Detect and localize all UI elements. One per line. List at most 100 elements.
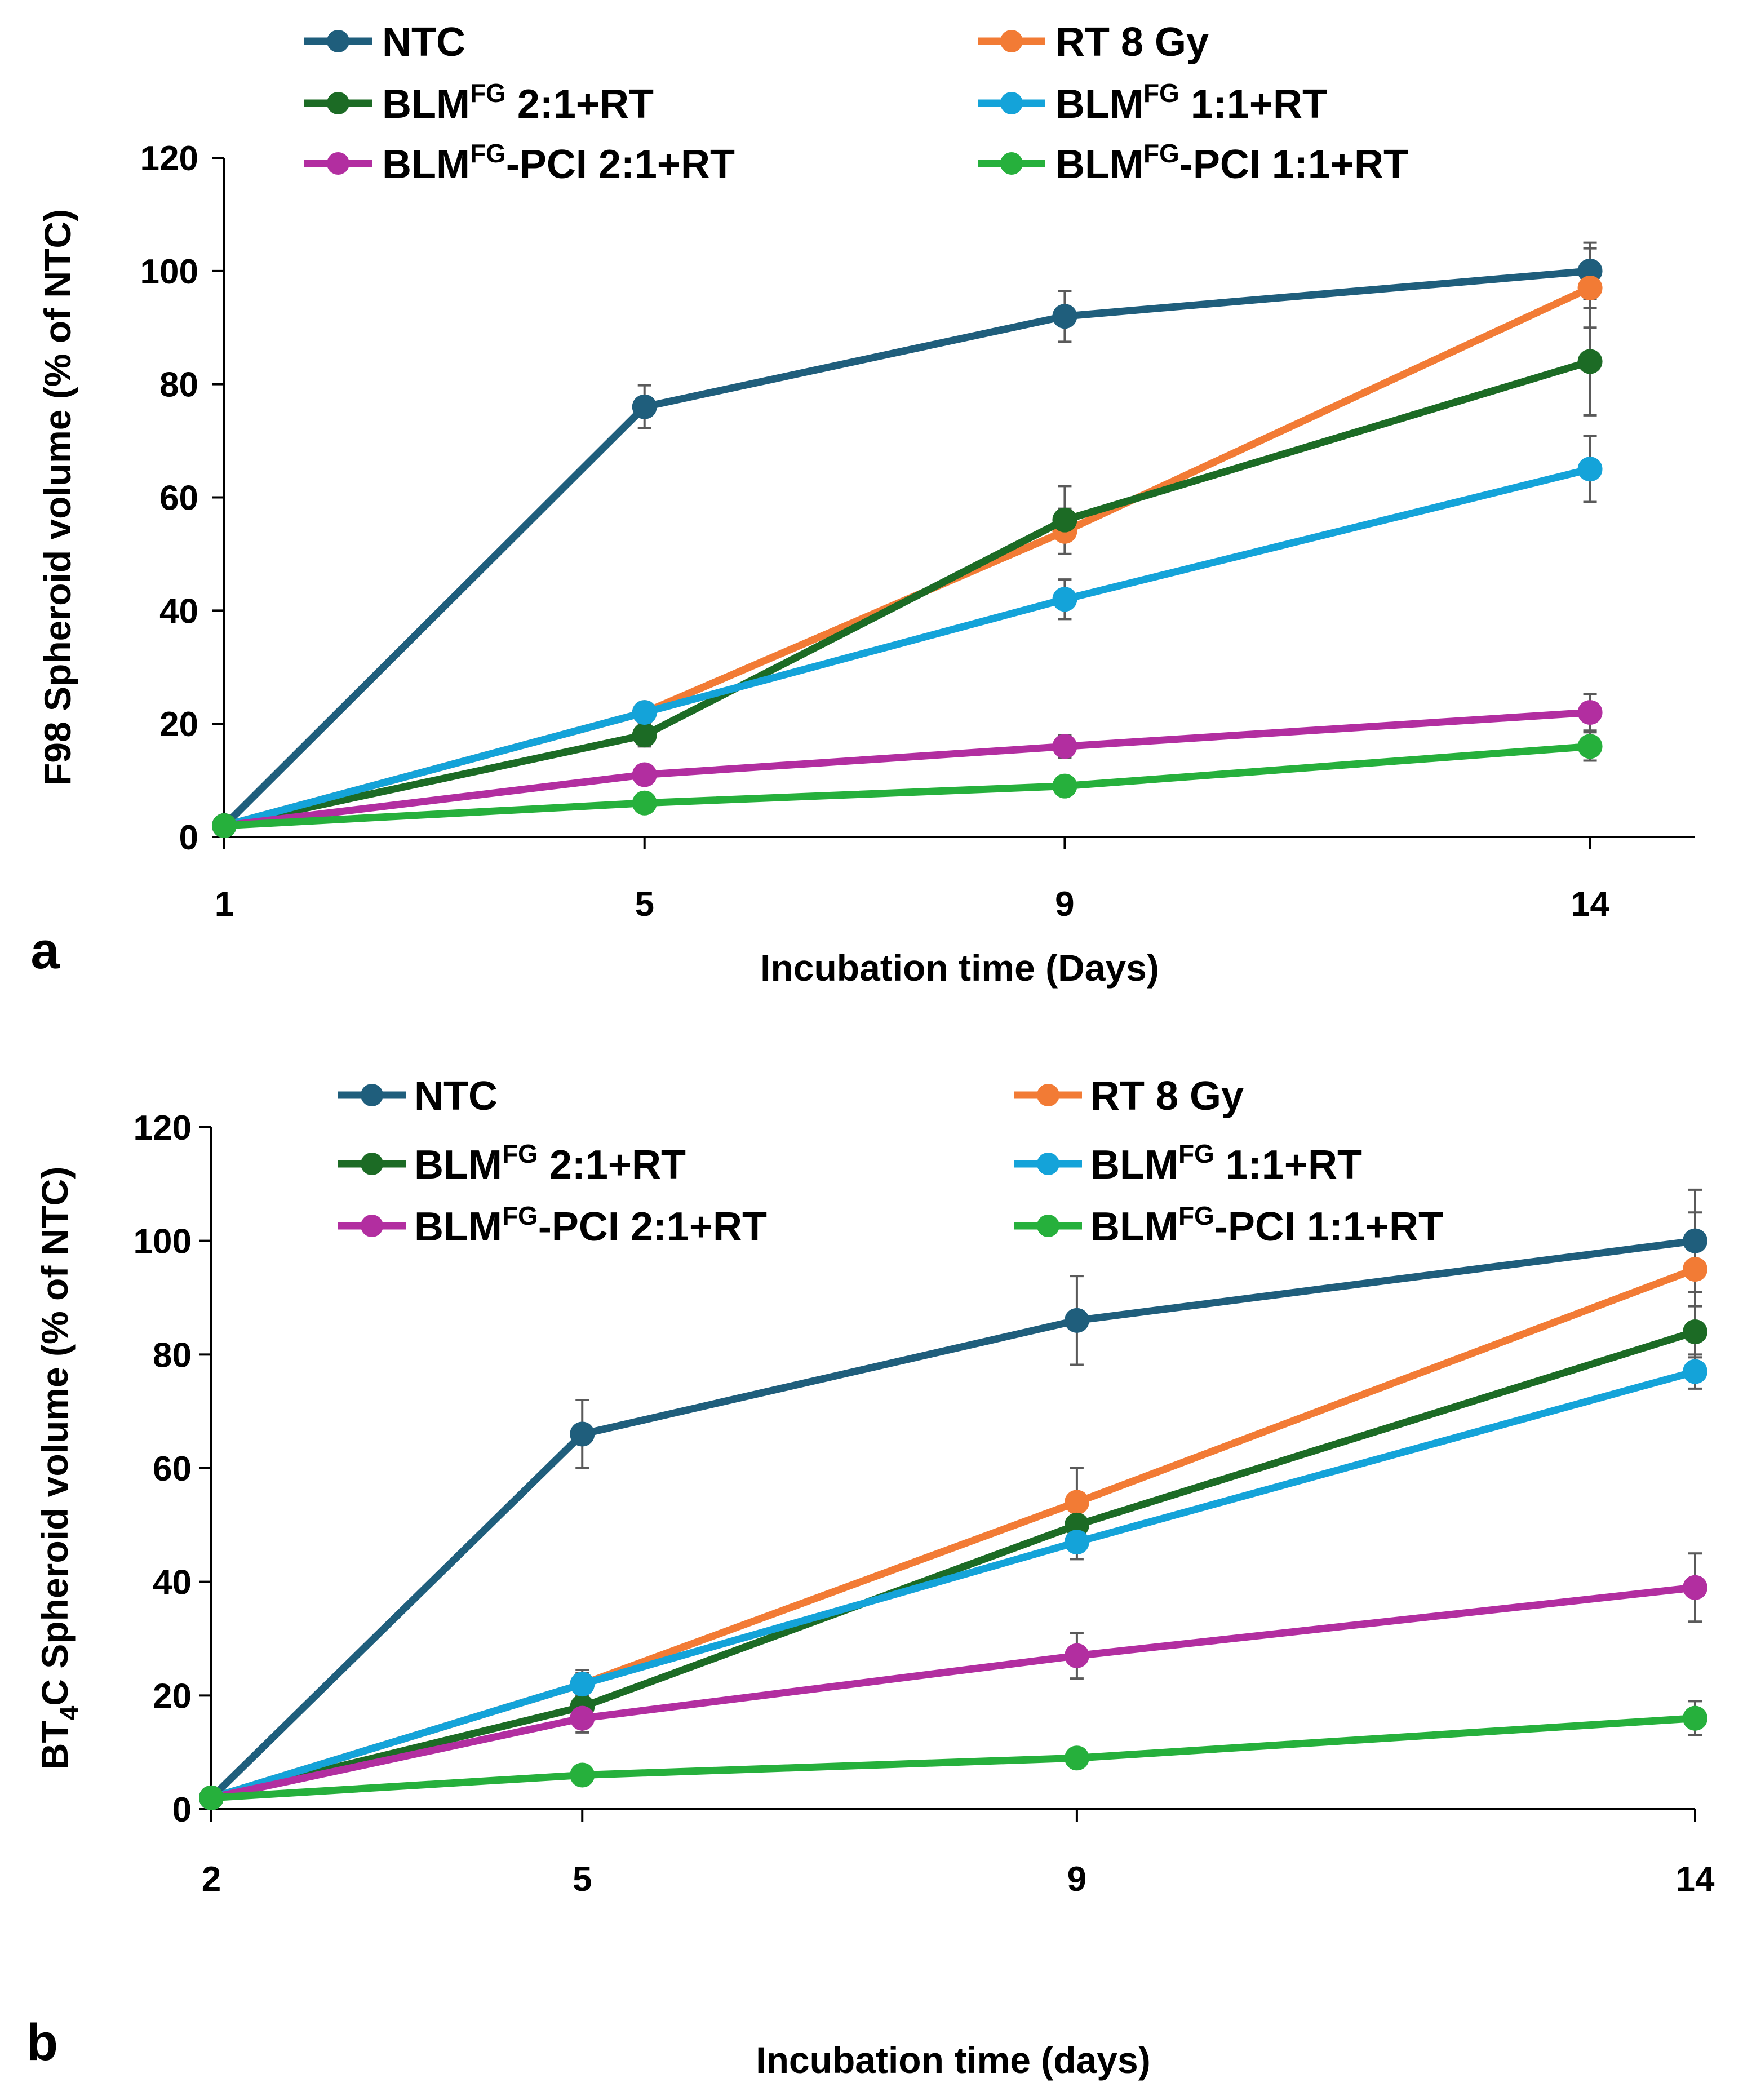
y-tick-label: 80 [159,366,198,405]
x-tick-label: 1 [215,885,234,924]
legend-label: NTC [382,20,465,65]
x-axis-title: Incubation time (Days) [760,947,1159,989]
legend-label: BLMFG 2:1+RT [414,1139,686,1188]
data-point [1052,304,1077,329]
data-point [1683,1257,1707,1282]
legend-item: NTC [304,20,465,65]
x-tick-label: 14 [1676,1860,1715,1899]
y-tick-label: 40 [159,592,198,631]
y-tick-label: 100 [140,252,198,291]
data-point [1683,1705,1707,1731]
x-axis-title: Incubation time (days) [756,2039,1150,2081]
legend-label: RT 8 Gy [1090,1074,1244,1119]
legend-swatch-marker [1037,1153,1059,1175]
data-point [1052,734,1077,759]
chart-panel-b: 0 20 40 60 80 100 120 2 5 9 14 Incubation time (day… [26,1074,1715,2081]
series-line [221,267,1591,829]
legend-swatch-marker [1000,92,1023,114]
data-point [1577,349,1603,374]
y-tick-label: 60 [153,1450,192,1488]
legend-swatch-marker [327,152,349,175]
y-tick-label: 20 [159,705,198,744]
legend-swatch-marker [361,1153,383,1175]
data-point [1577,275,1603,300]
legend-item: BLMFG-PCI 1:1+RT [978,139,1408,187]
legend-swatch-marker [1037,1215,1059,1237]
legend-item: BLMFG-PCI 2:1+RT [338,1201,767,1250]
series-line [224,708,1590,830]
x-tick-label: 9 [1067,1860,1086,1899]
data-point [1577,700,1603,725]
legend-item: BLMFG 1:1+RT [978,78,1327,127]
panel-letter: b [26,2014,58,2071]
data-point [1064,1490,1089,1515]
legend-swatch-marker [361,1084,383,1106]
data-point [1577,457,1603,482]
y-tick-label: 0 [172,1791,192,1829]
legend-swatch-marker [1037,1084,1059,1106]
data-point [1064,1512,1089,1538]
x-tick-label: 2 [202,1860,221,1899]
data-point [1064,1643,1089,1668]
series-line [223,358,1591,830]
data-point [570,1762,595,1788]
legend-item: BLMFG 2:1+RT [304,78,654,127]
y-tick-label: 20 [153,1677,192,1716]
legend-item: BLMFG 1:1+RT [1014,1139,1362,1188]
legend-item: BLMFG-PCI 1:1+RT [1014,1201,1443,1250]
legend-item: RT 8 Gy [1014,1074,1244,1119]
series-line [211,1714,1696,1802]
data-point [1052,507,1077,533]
data-point [1683,1359,1707,1384]
legend-label: BLMFG 1:1+RT [1055,78,1327,127]
legend-label: RT 8 Gy [1055,20,1209,65]
data-point [632,700,657,725]
series-line [223,285,1592,830]
legend-label: BLMFG 1:1+RT [1090,1139,1362,1188]
legend-label: BLMFG-PCI 1:1+RT [1090,1201,1443,1250]
panel-letter: a [30,922,60,980]
y-axis-title: F98 Spheroid volume (% of NTC) [37,209,78,786]
y-tick-label: 60 [159,479,198,518]
data-point [632,790,657,816]
data-point [632,394,657,419]
series-line [223,465,1591,830]
legend-label: NTC [414,1074,498,1119]
x-tick-label: 9 [1055,885,1074,924]
data-point [1064,1745,1089,1771]
legend-swatch-marker [361,1215,383,1237]
data-point [1052,587,1077,612]
data-point [570,1705,595,1731]
data-point [1683,1228,1707,1253]
y-tick-label: 120 [140,139,198,178]
legend-item: RT 8 Gy [978,20,1209,65]
series-line [210,1584,1696,1802]
legend-label: BLMFG-PCI 1:1+RT [1055,139,1408,187]
legend-swatch-marker [1000,152,1023,175]
y-axis-title: BT4C Spheroid volume (% of NTC) [34,1167,83,1770]
data-point [199,1785,224,1810]
data-point [1683,1319,1707,1344]
series-line [224,742,1591,830]
data-point [1577,734,1603,759]
x-tick-label: 14 [1571,885,1609,924]
y-tick-label: 0 [179,818,198,857]
legend-swatch-marker [327,92,349,114]
chart-panel-a: 0 20 40 60 80 100 120 1 5 9 14 Incubation time (Day… [30,20,1695,989]
legend-item: BLMFG-PCI 2:1+RT [304,139,735,187]
x-tick-label: 5 [635,885,654,924]
data-point [212,813,237,838]
legend-swatch-marker [327,30,349,52]
legend-swatch-marker [1000,30,1023,52]
y-tick-label: 40 [153,1563,192,1602]
x-tick-label: 5 [573,1860,592,1899]
series-line [209,1237,1696,1801]
data-point [570,1672,595,1697]
data-point [632,723,657,748]
legend-label: BLMFG-PCI 2:1+RT [382,139,735,187]
data-point [570,1421,595,1447]
legend-item: NTC [338,1074,498,1119]
series-line [210,1368,1696,1802]
data-point [1683,1575,1707,1600]
